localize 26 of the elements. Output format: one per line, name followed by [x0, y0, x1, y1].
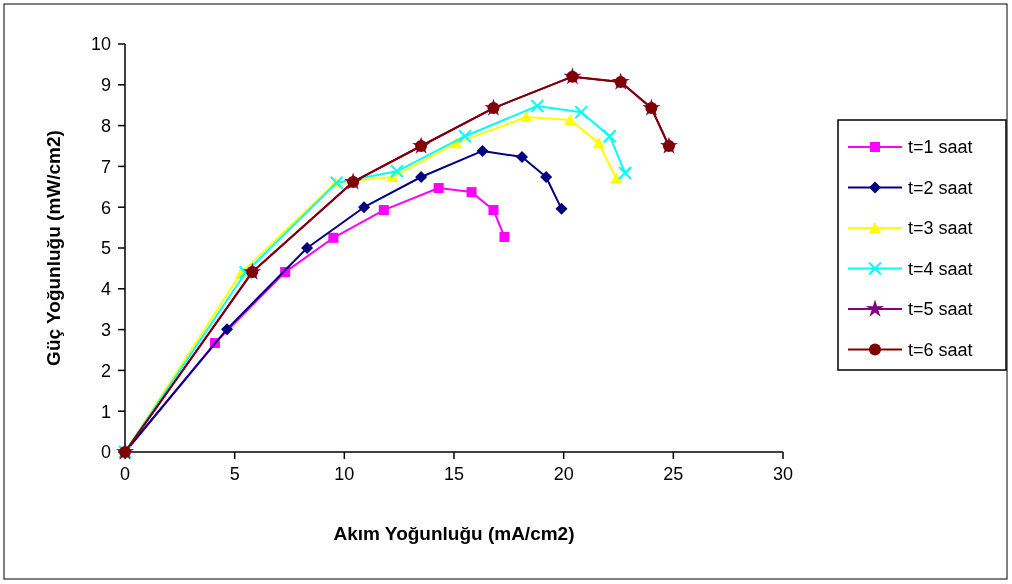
y-tick-label: 3: [100, 319, 111, 340]
x-tick-label: 15: [443, 464, 465, 484]
legend-label: t=1 saat: [908, 137, 973, 158]
y-tick-label: 8: [100, 115, 111, 136]
y-tick-label: 4: [100, 279, 111, 300]
legend-label: t=3 saat: [908, 218, 973, 239]
y-tick-label: 5: [100, 238, 111, 259]
x-tick-label: 5: [229, 464, 240, 484]
y-tick-label: 7: [100, 156, 111, 177]
legend-label: t=4 saat: [908, 258, 973, 279]
x-tick-label: 10: [334, 464, 355, 484]
y-tick-label: 1: [100, 401, 111, 422]
legend-label: t=5 saat: [908, 299, 973, 320]
y-tick-label: 6: [100, 197, 111, 218]
legend-label: t=6 saat: [908, 339, 973, 360]
y-axis-title: Güç Yoğunluğu (mW/cm2): [43, 130, 64, 366]
x-tick-label: 20: [553, 464, 574, 484]
x-tick-label: 0: [119, 464, 131, 484]
y-tick-label: 9: [100, 75, 111, 96]
x-tick-label: 30: [772, 464, 794, 484]
y-tick-label: 2: [100, 360, 111, 381]
x-tick-label: 25: [663, 464, 684, 484]
y-tick-label: 0: [100, 442, 111, 463]
legend-label: t=2 saat: [908, 177, 973, 198]
y-tick-label: 10: [90, 34, 111, 55]
x-axis-title: Akım Yoğunluğu (mA/cm2): [333, 523, 575, 544]
